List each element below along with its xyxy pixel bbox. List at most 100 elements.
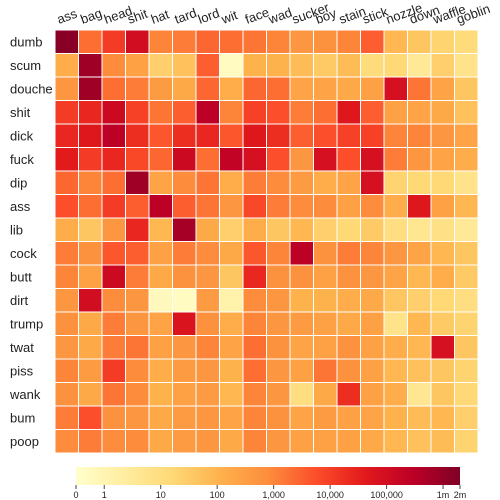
heatmap-cell-butt-lord [195, 264, 220, 289]
heatmap-cell-butt-head [101, 264, 126, 289]
heatmap-cell-douche-waffle [430, 76, 455, 101]
heatmap-cell-cock-boy [313, 241, 338, 266]
column-label: wit [218, 7, 239, 27]
column-label: bag [78, 5, 104, 27]
heatmap-cell-cock-bag [78, 241, 103, 266]
heatmap-cell-scum-tard [172, 53, 197, 78]
heatmap-cell-wank-ass [54, 382, 79, 407]
heatmap-cell-wank-stain [336, 382, 361, 407]
heatmap-cell-bum-stain [336, 405, 361, 430]
heatmap-cell-fuck-face [242, 147, 267, 172]
heatmap-cell-shit-boy [313, 100, 338, 125]
heatmap-cell-butt-stick [360, 264, 385, 289]
row-label: scum [10, 58, 41, 73]
heatmap-cell-piss-boy [313, 358, 338, 383]
column-label: wad [265, 5, 293, 28]
heatmap-cell-trump-shit [125, 311, 150, 336]
heatmap-cell-wank-waffle [430, 382, 455, 407]
heatmap-cell-dick-boy [313, 123, 338, 148]
heatmap-cell-shit-stain [336, 100, 361, 125]
column-label: tard [172, 5, 198, 27]
heatmap-cell-cock-shit [125, 241, 150, 266]
heatmap-cell-wank-bag [78, 382, 103, 407]
heatmap-cell-twat-waffle [430, 335, 455, 360]
heatmap-cell-lib-sucker [289, 217, 314, 242]
heatmap-cell-dip-sucker [289, 170, 314, 195]
heatmap-cell-ass-sucker [289, 194, 314, 219]
heatmap-cell-cock-sucker [289, 241, 314, 266]
heatmap-cell-dick-bag [78, 123, 103, 148]
heatmap-cell-trump-hat [148, 311, 173, 336]
heatmap-cell-fuck-waffle [430, 147, 455, 172]
heatmap-cell-poop-down [407, 429, 432, 454]
heatmap-cell-cock-tard [172, 241, 197, 266]
heatmap-cell-piss-goblin [454, 358, 479, 383]
heatmap-cell-shit-head [101, 100, 126, 125]
heatmap-cell-piss-stick [360, 358, 385, 383]
row-label: dirt [10, 293, 28, 308]
heatmap-cell-lib-head [101, 217, 126, 242]
heatmap-cell-lib-boy [313, 217, 338, 242]
heatmap-cell-fuck-nozzle [383, 147, 408, 172]
heatmap-cell-dick-stain [336, 123, 361, 148]
heatmap-cell-piss-waffle [430, 358, 455, 383]
heatmap-cell-twat-head [101, 335, 126, 360]
heatmap-cell-butt-stain [336, 264, 361, 289]
heatmap-cell-twat-ass [54, 335, 79, 360]
heatmap-cell-douche-stain [336, 76, 361, 101]
heatmap-cell-scum-sucker [289, 53, 314, 78]
heatmap-cell-wank-hat [148, 382, 173, 407]
heatmap-cell-trump-nozzle [383, 311, 408, 336]
row-label: butt [10, 269, 32, 284]
heatmap-cell-poop-boy [313, 429, 338, 454]
heatmap-cell-douche-goblin [454, 76, 479, 101]
heatmap-cell-butt-wit [219, 264, 244, 289]
heatmap-cell-dick-goblin [454, 123, 479, 148]
colorbar-tick-label: 1,000 [262, 490, 285, 500]
heatmap-cell-bum-nozzle [383, 405, 408, 430]
heatmap-cells [54, 29, 479, 454]
heatmap-cell-twat-tard [172, 335, 197, 360]
heatmap-cell-shit-sucker [289, 100, 314, 125]
row-label: piss [10, 363, 34, 378]
row-label: dumb [10, 34, 43, 49]
heatmap-cell-cock-face [242, 241, 267, 266]
heatmap-cell-trump-stain [336, 311, 361, 336]
heatmap-cell-dick-tard [172, 123, 197, 148]
heatmap-cell-dick-shit [125, 123, 150, 148]
heatmap-cell-lib-hat [148, 217, 173, 242]
heatmap-cell-dumb-sucker [289, 29, 314, 54]
heatmap-cell-lib-shit [125, 217, 150, 242]
heatmap-cell-douche-head [101, 76, 126, 101]
row-label: trump [10, 316, 43, 331]
heatmap-cell-trump-goblin [454, 311, 479, 336]
heatmap-cell-poop-bag [78, 429, 103, 454]
heatmap-cell-shit-bag [78, 100, 103, 125]
row-label: bum [10, 410, 35, 425]
heatmap-cell-dumb-goblin [454, 29, 479, 54]
heatmap-cell-shit-wit [219, 100, 244, 125]
heatmap-cell-twat-down [407, 335, 432, 360]
heatmap-cell-poop-wad [266, 429, 291, 454]
heatmap-cell-wank-sucker [289, 382, 314, 407]
heatmap-cell-scum-nozzle [383, 53, 408, 78]
heatmap-cell-piss-hat [148, 358, 173, 383]
heatmap-cell-shit-shit [125, 100, 150, 125]
heatmap-cell-shit-stick [360, 100, 385, 125]
heatmap-cell-fuck-down [407, 147, 432, 172]
heatmap-cell-butt-boy [313, 264, 338, 289]
heatmap-cell-dirt-ass [54, 288, 79, 313]
heatmap-cell-dirt-bag [78, 288, 103, 313]
heatmap-cell-lib-face [242, 217, 267, 242]
heatmap-cell-butt-ass [54, 264, 79, 289]
heatmap-cell-trump-tard [172, 311, 197, 336]
heatmap-cell-fuck-bag [78, 147, 103, 172]
heatmap-cell-fuck-stick [360, 147, 385, 172]
heatmap-cell-trump-face [242, 311, 267, 336]
heatmap-cell-poop-shit [125, 429, 150, 454]
heatmap-cell-douche-ass [54, 76, 79, 101]
heatmap-cell-douche-boy [313, 76, 338, 101]
heatmap-cell-bum-goblin [454, 405, 479, 430]
heatmap-cell-scum-wit [219, 53, 244, 78]
heatmap-cell-ass-head [101, 194, 126, 219]
